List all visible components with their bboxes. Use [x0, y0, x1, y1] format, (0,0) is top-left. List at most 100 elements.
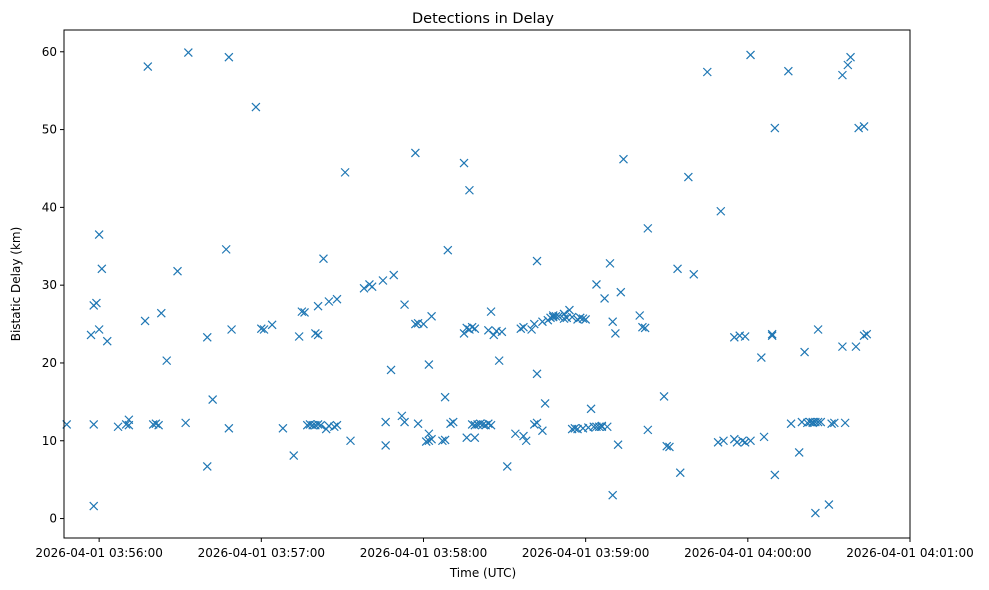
x-tick-label: 2026-04-01 03:57:00: [198, 546, 325, 560]
data-point: [381, 440, 391, 450]
data-point: [675, 468, 685, 478]
data-point: [502, 462, 512, 471]
data-point: [746, 50, 755, 60]
data-point: [251, 102, 261, 112]
data-point: [140, 316, 150, 326]
x-axis: 2026-04-01 03:56:00 2026-04-01 03:57:00 20…: [35, 538, 974, 560]
data-point: [824, 500, 834, 509]
data-point: [332, 420, 342, 430]
data-point: [143, 62, 153, 71]
data-point: [424, 436, 434, 446]
data-point: [470, 420, 480, 430]
data-point: [519, 431, 528, 441]
data-point: [619, 154, 628, 164]
data-point: [437, 436, 447, 446]
data-point: [278, 423, 288, 433]
data-point: [602, 422, 612, 432]
data-point: [537, 317, 547, 327]
y-tick-label: 20: [42, 356, 57, 370]
data-point: [497, 327, 507, 337]
data-point: [86, 330, 96, 340]
data-point: [519, 322, 528, 332]
data-point: [600, 293, 609, 303]
data-point: [532, 418, 542, 428]
x-tick-label: 2026-04-01 03:56:00: [35, 546, 162, 560]
data-point: [846, 52, 855, 62]
data-point: [494, 356, 504, 366]
data-point: [162, 356, 172, 366]
data-point: [427, 311, 437, 321]
data-point: [483, 419, 493, 429]
data-point: [616, 287, 626, 297]
data-point: [608, 317, 618, 327]
data-point: [759, 432, 769, 442]
data-point: [665, 442, 674, 452]
data-point: [813, 325, 823, 334]
data-point: [124, 420, 134, 430]
data-point: [516, 324, 526, 334]
data-point: [862, 329, 872, 339]
data-point: [154, 420, 164, 430]
data-point: [421, 437, 431, 446]
data-point: [716, 206, 726, 216]
data-point: [289, 451, 299, 460]
data-point: [838, 70, 847, 80]
data-point: [202, 462, 212, 471]
data-point: [770, 470, 780, 480]
data-point: [613, 440, 623, 450]
data-point: [400, 300, 409, 310]
data-point: [838, 342, 847, 352]
data-point: [475, 419, 485, 429]
x-axis-title: Time (UTC): [449, 566, 516, 580]
data-point: [521, 436, 531, 446]
data-point: [635, 311, 645, 320]
data-point: [829, 418, 839, 428]
data-point: [313, 419, 323, 429]
data-point: [224, 423, 234, 433]
data-point: [673, 264, 682, 274]
data-point: [467, 322, 477, 332]
data-point: [810, 508, 820, 518]
data-point: [486, 307, 496, 317]
data-point: [424, 360, 434, 369]
data-point: [92, 298, 101, 308]
data-point: [367, 282, 377, 292]
chart-title: Detections in Delay: [412, 11, 554, 27]
data-point: [97, 264, 107, 274]
x-tick-label: 2026-04-01 03:59:00: [522, 546, 649, 560]
data-point: [719, 436, 728, 446]
data-point: [459, 158, 469, 168]
data-point: [294, 332, 304, 341]
data-point: [813, 417, 823, 427]
data-point: [851, 342, 861, 352]
data-point: [486, 420, 496, 430]
data-point: [313, 301, 323, 311]
y-tick-label: 0: [49, 512, 57, 526]
x-tick-label: 2026-04-01 03:58:00: [360, 546, 487, 560]
data-point: [643, 223, 653, 233]
data-point: [446, 419, 455, 429]
data-point: [859, 122, 869, 131]
data-point: [689, 269, 699, 279]
y-axis: 0 10 20 30 40 50 60: [42, 45, 64, 526]
data-point: [259, 325, 269, 334]
data-point: [324, 297, 334, 306]
data-point: [329, 422, 339, 432]
data-point: [537, 426, 547, 436]
data-point: [113, 422, 123, 432]
data-point: [300, 307, 309, 317]
data-point: [332, 294, 342, 304]
data-point: [400, 417, 409, 427]
data-point: [310, 328, 320, 338]
data-point: [737, 436, 747, 446]
data-point: [489, 330, 499, 340]
data-point: [224, 52, 234, 62]
data-point: [643, 425, 653, 435]
data-point: [89, 501, 99, 511]
y-tick-label: 60: [42, 45, 57, 59]
plot-frame: [63, 29, 911, 539]
data-point: [662, 441, 672, 451]
data-point: [319, 254, 328, 264]
